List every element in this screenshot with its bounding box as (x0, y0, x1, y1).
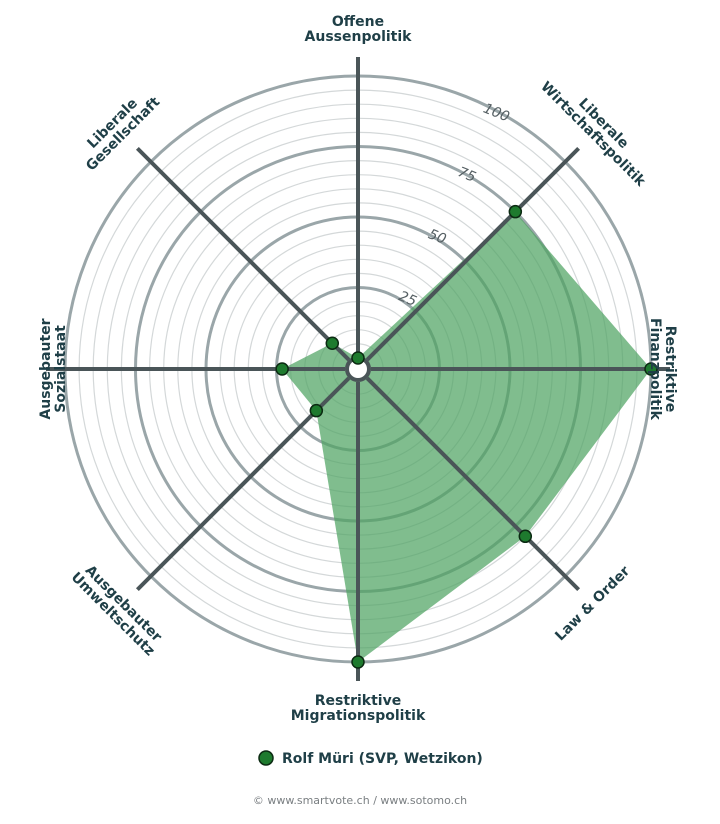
data-point (351, 655, 365, 669)
axis-label: Restriktive (662, 326, 678, 412)
axis-spokes (46, 57, 670, 681)
data-point (508, 204, 523, 219)
data-point (644, 362, 658, 376)
legend-series-name: Rolf Müri (SVP, Wetzikon) (282, 751, 483, 767)
legend-marker (258, 750, 274, 766)
data-point (351, 351, 365, 365)
ring-tick-label: 50 (426, 226, 449, 248)
axis-label: Restriktive (315, 693, 401, 709)
axis-label: Aussenpolitik (305, 29, 413, 45)
axis-label: Migrationspolitik (291, 708, 426, 724)
data-points (275, 204, 658, 669)
axis-spoke (135, 146, 351, 362)
data-point (518, 529, 533, 544)
data-area (282, 211, 651, 662)
axis-label: Sozialstaat (53, 325, 69, 413)
axis-label: Offene (332, 14, 384, 30)
series-area (282, 211, 651, 662)
axis-label: Finanzpolitik (647, 318, 663, 421)
axis-spoke (365, 376, 581, 592)
axis-spoke (365, 146, 581, 362)
ring-tick-label: 100 (481, 101, 512, 126)
ring-tick-label: 25 (396, 288, 419, 310)
legend: Rolf Müri (SVP, Wetzikon) (258, 750, 483, 767)
axis-label-group: Ausgebauter Sozialstaat (38, 318, 69, 419)
data-point (325, 336, 340, 351)
copyright-text: © www.smartvote.ch / www.sotomo.ch (253, 794, 467, 807)
data-point (275, 362, 289, 376)
data-point (309, 403, 324, 418)
ring-tick-label: 75 (455, 164, 478, 186)
axis-label: Ausgebauter (38, 318, 54, 419)
